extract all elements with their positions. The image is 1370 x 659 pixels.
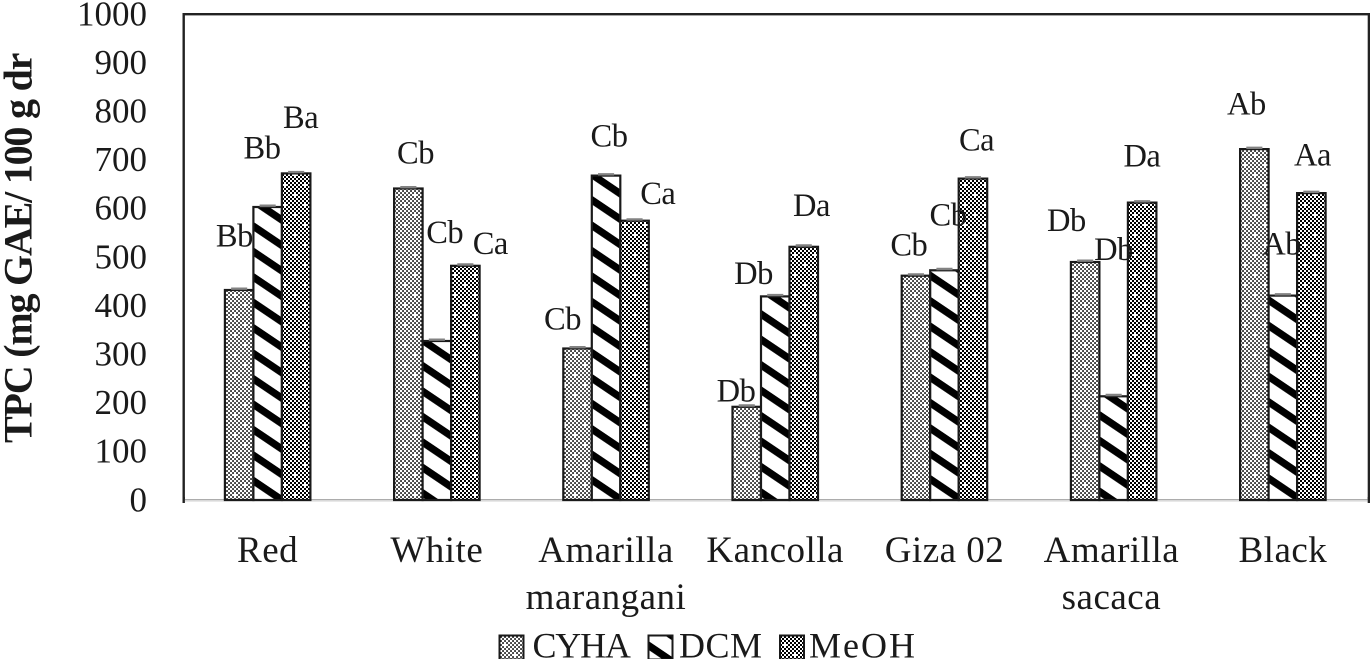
svg-text:TPC (mg GAE/ 100 g dr: TPC (mg GAE/ 100 g dr bbox=[0, 53, 41, 443]
svg-text:Db: Db bbox=[717, 374, 756, 410]
svg-text:White: White bbox=[390, 530, 483, 571]
svg-text:Bb: Bb bbox=[244, 130, 281, 166]
svg-text:Aa: Aa bbox=[1294, 138, 1331, 174]
svg-text:Cb: Cb bbox=[930, 197, 967, 233]
svg-text:Cb: Cb bbox=[591, 119, 628, 155]
svg-text:Ab: Ab bbox=[1262, 226, 1301, 262]
svg-text:Da: Da bbox=[793, 188, 830, 224]
svg-text:Ba: Ba bbox=[283, 100, 318, 136]
svg-text:Db: Db bbox=[734, 256, 773, 292]
svg-text:marangani: marangani bbox=[526, 577, 687, 618]
svg-text:1000: 1000 bbox=[77, 0, 147, 33]
svg-text:700: 700 bbox=[95, 140, 148, 179]
svg-text:Amarilla: Amarilla bbox=[1044, 530, 1180, 571]
svg-text:Kancolla: Kancolla bbox=[706, 530, 844, 571]
svg-text:Giza 02: Giza 02 bbox=[885, 530, 1005, 571]
svg-text:sacaca: sacaca bbox=[1062, 577, 1162, 618]
svg-text:DCM: DCM bbox=[679, 626, 763, 659]
svg-text:Black: Black bbox=[1238, 530, 1327, 571]
svg-text:100: 100 bbox=[95, 432, 148, 471]
svg-text:500: 500 bbox=[95, 237, 148, 276]
svg-text:Ab: Ab bbox=[1227, 87, 1266, 123]
svg-text:Db: Db bbox=[1094, 232, 1133, 268]
svg-text:Cb: Cb bbox=[426, 215, 463, 251]
svg-text:Amarilla: Amarilla bbox=[538, 530, 674, 571]
svg-text:200: 200 bbox=[95, 383, 148, 422]
svg-text:Da: Da bbox=[1123, 138, 1160, 174]
svg-text:Bb: Bb bbox=[216, 219, 253, 255]
svg-text:900: 900 bbox=[95, 43, 148, 82]
svg-text:Ca: Ca bbox=[959, 122, 994, 158]
svg-text:Cb: Cb bbox=[397, 136, 434, 172]
svg-text:Red: Red bbox=[237, 530, 298, 571]
svg-text:Cb: Cb bbox=[890, 228, 927, 264]
svg-text:Cb: Cb bbox=[544, 302, 581, 338]
svg-text:MeOH: MeOH bbox=[809, 626, 917, 659]
svg-text:600: 600 bbox=[95, 189, 148, 228]
svg-text:CYHA: CYHA bbox=[533, 626, 631, 659]
svg-text:300: 300 bbox=[95, 335, 148, 374]
svg-text:0: 0 bbox=[130, 480, 148, 519]
svg-text:Ca: Ca bbox=[473, 226, 508, 262]
svg-text:Ca: Ca bbox=[640, 176, 675, 212]
svg-text:Db: Db bbox=[1047, 203, 1086, 239]
svg-text:400: 400 bbox=[95, 286, 148, 325]
svg-text:800: 800 bbox=[95, 92, 148, 131]
